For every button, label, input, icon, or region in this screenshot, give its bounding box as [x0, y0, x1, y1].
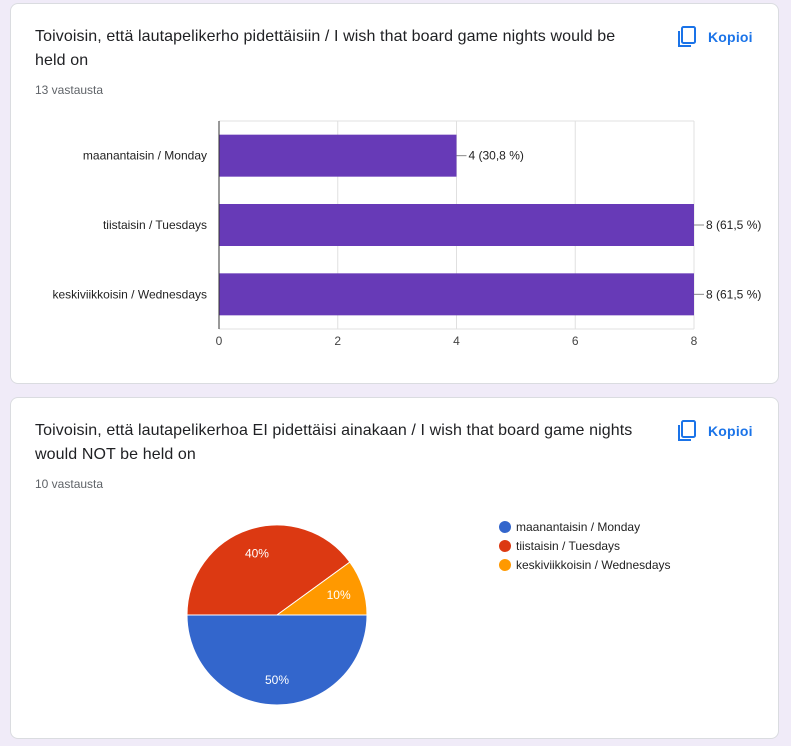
- bar: [219, 134, 457, 177]
- legend-marker: [499, 521, 511, 533]
- question-title: Toivoisin, että lautapelikerho pidettäis…: [35, 28, 616, 69]
- legend-label: maanantaisin / Monday: [516, 520, 640, 534]
- copy-button-label: Kopioi: [708, 423, 753, 439]
- x-tick-label: 2: [334, 334, 341, 348]
- x-tick-label: 6: [572, 334, 579, 348]
- data-label: 8 (61,5 %): [706, 287, 761, 301]
- data-label: 8 (61,5 %): [706, 218, 761, 232]
- legend-marker: [499, 540, 511, 552]
- slice-label: 10%: [327, 588, 351, 602]
- question-title: Toivoisin, että lautapelikerhoa EI pidet…: [35, 422, 633, 463]
- copy-icon: [678, 26, 696, 47]
- category-label: keskiviikkoisin / Wednesdays: [52, 287, 207, 301]
- question-card-1: Toivoisin, että lautapelikerho pidettäis…: [10, 3, 779, 384]
- legend-label: tiistaisin / Tuesdays: [516, 539, 620, 553]
- copy-icon: [678, 420, 696, 441]
- bar-chart: maanantaisin / Monday 4 (30,8 %) tiistaisi…: [52, 120, 761, 348]
- slice-label: 40%: [245, 546, 269, 560]
- legend-marker: [499, 559, 511, 571]
- question-card-2: Toivoisin, että lautapelikerhoa EI pidet…: [10, 397, 779, 739]
- x-tick-label: 4: [453, 334, 460, 348]
- legend-label: keskiviikkoisin / Wednesdays: [516, 558, 671, 572]
- response-count: 13 vastausta: [35, 83, 104, 97]
- x-tick-label: 8: [691, 334, 698, 348]
- pie-slice: [186, 614, 368, 706]
- copy-button[interactable]: Kopioi: [675, 22, 753, 52]
- data-label: 4 (30,8 %): [469, 149, 524, 163]
- bar: [219, 204, 694, 246]
- category-label: tiistaisin / Tuesdays: [103, 218, 207, 232]
- copy-button[interactable]: Kopioi: [675, 416, 753, 446]
- pie-slice: [275, 561, 368, 616]
- pie-slice: [186, 524, 351, 616]
- slice-label: 50%: [265, 673, 289, 687]
- copy-button-label: Kopioi: [708, 29, 753, 45]
- pie-chart: 50% 40% 10% maanantaisin / Monday tiistaisin…: [186, 520, 671, 706]
- response-count: 10 vastausta: [35, 477, 104, 491]
- bar: [219, 273, 694, 316]
- x-tick-label: 0: [216, 334, 223, 348]
- category-label: maanantaisin / Monday: [83, 149, 207, 163]
